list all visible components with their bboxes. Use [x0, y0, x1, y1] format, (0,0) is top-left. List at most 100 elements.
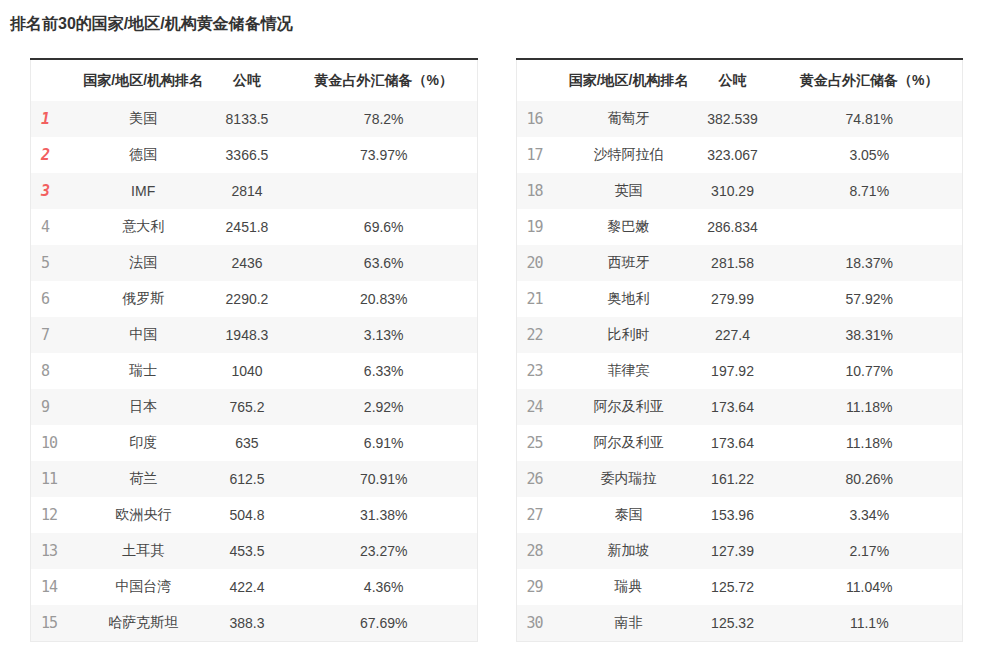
percent-cell	[777, 209, 963, 245]
header-row: 国家/地区/机构排名 公吨 黄金占外汇储备（%）	[31, 59, 478, 101]
country-cell: 南非	[569, 605, 689, 641]
table-row: 24阿尔及利亚173.6411.18%	[516, 389, 963, 425]
country-cell: 瑞典	[569, 569, 689, 605]
table-row: 16葡萄牙382.53974.81%	[516, 101, 963, 137]
country-cell: 哈萨克斯坦	[83, 605, 203, 641]
percent-cell: 11.1%	[777, 605, 963, 641]
country-cell: 印度	[83, 425, 203, 461]
rank-cell: 6	[31, 281, 84, 317]
table-row: 6俄罗斯2290.220.83%	[31, 281, 478, 317]
table-row: 29瑞典125.7211.04%	[516, 569, 963, 605]
rank-cell: 18	[516, 173, 569, 209]
percent-cell: 74.81%	[777, 101, 963, 137]
tons-cell: 453.5	[203, 533, 291, 569]
percent-cell: 11.04%	[777, 569, 963, 605]
table-row: 17沙特阿拉伯323.0673.05%	[516, 137, 963, 173]
country-cell: IMF	[83, 173, 203, 209]
table-row: 7中国1948.33.13%	[31, 317, 478, 353]
tons-cell: 422.4	[203, 569, 291, 605]
percent-cell: 3.05%	[777, 137, 963, 173]
tons-cell: 1948.3	[203, 317, 291, 353]
country-cell: 瑞士	[83, 353, 203, 389]
page-title: 排名前30的国家/地区/机构黄金储备情况	[10, 14, 989, 34]
header-tons: 公吨	[203, 59, 291, 101]
header-tons: 公吨	[688, 59, 776, 101]
country-cell: 中国台湾	[83, 569, 203, 605]
header-rank	[516, 59, 569, 101]
rank-cell: 22	[516, 317, 569, 353]
percent-cell: 3.13%	[291, 317, 477, 353]
country-cell: 比利时	[569, 317, 689, 353]
tons-cell: 281.58	[688, 245, 776, 281]
rank-cell: 16	[516, 101, 569, 137]
table-row: 11荷兰612.570.91%	[31, 461, 478, 497]
tons-cell: 2814	[203, 173, 291, 209]
table-row: 8瑞士10406.33%	[31, 353, 478, 389]
header-percent: 黄金占外汇储备（%）	[777, 59, 963, 101]
header-country: 国家/地区/机构排名	[83, 59, 203, 101]
table-row: 30南非125.3211.1%	[516, 605, 963, 641]
country-cell: 沙特阿拉伯	[569, 137, 689, 173]
percent-cell: 2.17%	[777, 533, 963, 569]
rank-cell: 10	[31, 425, 84, 461]
tons-cell: 612.5	[203, 461, 291, 497]
tables-container: 国家/地区/机构排名 公吨 黄金占外汇储备（%） 1美国8133.578.2%2…	[0, 58, 989, 642]
rank-cell: 21	[516, 281, 569, 317]
tons-cell: 279.99	[688, 281, 776, 317]
table-header: 国家/地区/机构排名 公吨 黄金占外汇储备（%）	[516, 59, 963, 101]
country-cell: 欧洲央行	[83, 497, 203, 533]
percent-cell: 57.92%	[777, 281, 963, 317]
table-row: 10印度6356.91%	[31, 425, 478, 461]
rank-cell: 11	[31, 461, 84, 497]
tons-cell: 323.067	[688, 137, 776, 173]
rank-cell: 24	[516, 389, 569, 425]
rank-cell: 15	[31, 605, 84, 641]
tons-cell: 1040	[203, 353, 291, 389]
rank-cell: 29	[516, 569, 569, 605]
percent-cell: 4.36%	[291, 569, 477, 605]
country-cell: 英国	[569, 173, 689, 209]
rank-cell: 8	[31, 353, 84, 389]
rank-cell: 28	[516, 533, 569, 569]
tons-cell: 161.22	[688, 461, 776, 497]
country-cell: 日本	[83, 389, 203, 425]
percent-cell: 73.97%	[291, 137, 477, 173]
percent-cell: 2.92%	[291, 389, 477, 425]
percent-cell: 67.69%	[291, 605, 477, 641]
percent-cell: 78.2%	[291, 101, 477, 137]
percent-cell: 6.33%	[291, 353, 477, 389]
percent-cell: 20.83%	[291, 281, 477, 317]
gold-table-right: 国家/地区/机构排名 公吨 黄金占外汇储备（%） 16葡萄牙382.53974.…	[516, 58, 964, 642]
gold-table-left-body: 1美国8133.578.2%2德国3366.573.97%3IMF28144意大…	[31, 101, 478, 641]
table-row: 27泰国153.963.34%	[516, 497, 963, 533]
header-row: 国家/地区/机构排名 公吨 黄金占外汇储备（%）	[516, 59, 963, 101]
tons-cell: 173.64	[688, 389, 776, 425]
rank-cell: 26	[516, 461, 569, 497]
rank-cell: 4	[31, 209, 84, 245]
rank-cell: 30	[516, 605, 569, 641]
table-row: 2德国3366.573.97%	[31, 137, 478, 173]
tons-cell: 125.72	[688, 569, 776, 605]
table-row: 22比利时227.438.31%	[516, 317, 963, 353]
percent-cell: 31.38%	[291, 497, 477, 533]
tons-cell: 504.8	[203, 497, 291, 533]
rank-cell: 1	[31, 101, 84, 137]
table-row: 21奥地利279.9957.92%	[516, 281, 963, 317]
country-cell: 委内瑞拉	[569, 461, 689, 497]
tons-cell: 127.39	[688, 533, 776, 569]
rank-cell: 25	[516, 425, 569, 461]
tons-cell: 2451.8	[203, 209, 291, 245]
table-row: 3IMF2814	[31, 173, 478, 209]
tons-cell: 227.4	[688, 317, 776, 353]
country-cell: 法国	[83, 245, 203, 281]
percent-cell: 18.37%	[777, 245, 963, 281]
country-cell: 俄罗斯	[83, 281, 203, 317]
tons-cell: 382.539	[688, 101, 776, 137]
percent-cell: 69.6%	[291, 209, 477, 245]
country-cell: 阿尔及利亚	[569, 389, 689, 425]
tons-cell: 310.29	[688, 173, 776, 209]
country-cell: 阿尔及利亚	[569, 425, 689, 461]
percent-cell: 6.91%	[291, 425, 477, 461]
gold-table-right-body: 16葡萄牙382.53974.81%17沙特阿拉伯323.0673.05%18英…	[516, 101, 963, 641]
percent-cell: 80.26%	[777, 461, 963, 497]
